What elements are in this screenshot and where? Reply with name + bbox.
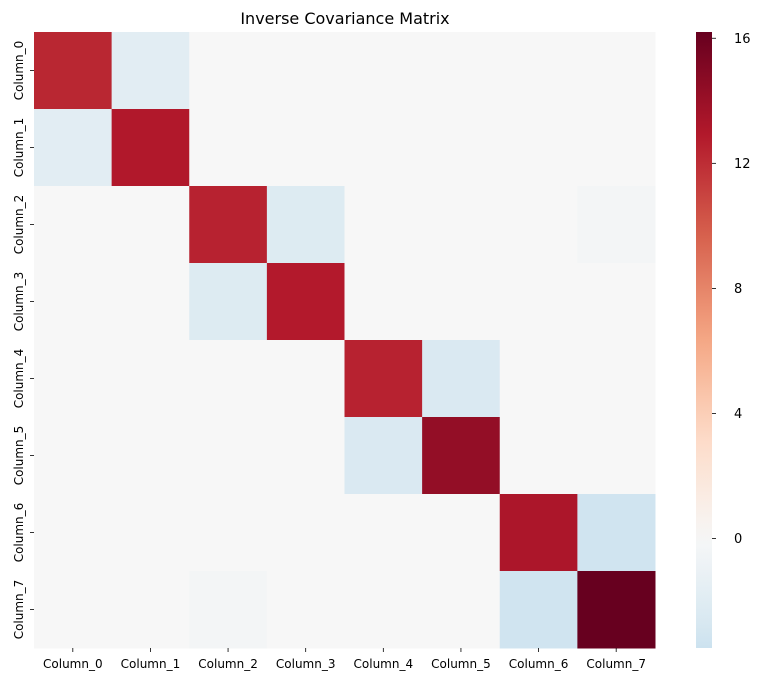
heatmap-cell bbox=[499, 571, 578, 649]
heatmap-cell bbox=[422, 494, 501, 572]
y-tick-label: Column_6 bbox=[12, 503, 26, 563]
heatmap-cell bbox=[344, 417, 423, 495]
heatmap-cell bbox=[344, 32, 423, 110]
colorbar-tick-label: 0 bbox=[734, 532, 742, 547]
heatmap-cell bbox=[499, 417, 578, 495]
heatmap-cell bbox=[34, 186, 113, 264]
heatmap-cell bbox=[344, 109, 423, 187]
heatmap-cell bbox=[111, 571, 190, 649]
y-tick-label: Column_5 bbox=[12, 426, 26, 486]
x-tick-label: Column_1 bbox=[121, 657, 181, 671]
x-axis-ticks: Column_0 Column_1 Column_2 Column_3 Column_4… bbox=[43, 648, 646, 671]
heatmap-cell bbox=[422, 417, 501, 495]
heatmap-cell bbox=[266, 186, 345, 264]
x-tick-label: Column_7 bbox=[586, 657, 646, 671]
heatmap-cell bbox=[189, 340, 268, 418]
y-tick-label: Column_3 bbox=[12, 272, 26, 332]
heatmap-cell bbox=[266, 32, 345, 110]
x-tick-label: Column_5 bbox=[431, 657, 491, 671]
chart-title: Inverse Covariance Matrix bbox=[240, 9, 449, 28]
colorbar-tick-label: 4 bbox=[734, 407, 742, 422]
heatmap-cell bbox=[189, 109, 268, 187]
heatmap-cell bbox=[499, 32, 578, 110]
heatmap-cell bbox=[577, 109, 656, 187]
heatmap-cell bbox=[344, 340, 423, 418]
heatmap-cell bbox=[344, 571, 423, 649]
heatmap-cell bbox=[344, 494, 423, 572]
heatmap-cell bbox=[189, 494, 268, 572]
heatmap-cell bbox=[111, 494, 190, 572]
heatmap-cell bbox=[422, 32, 501, 110]
heatmap-cell bbox=[266, 263, 345, 341]
heatmap-cell bbox=[577, 494, 656, 572]
heatmap-cell bbox=[266, 417, 345, 495]
x-tick-label: Column_6 bbox=[509, 657, 569, 671]
y-tick-label: Column_7 bbox=[12, 580, 26, 640]
heatmap-cell bbox=[34, 571, 113, 649]
x-tick-label: Column_2 bbox=[198, 657, 258, 671]
y-tick-label: Column_0 bbox=[12, 41, 26, 101]
colorbar bbox=[696, 32, 712, 648]
heatmap-cell bbox=[266, 109, 345, 187]
heatmap-cell bbox=[189, 417, 268, 495]
heatmap-cell bbox=[34, 109, 113, 187]
heatmap-cell bbox=[266, 571, 345, 649]
heatmap-cell bbox=[577, 186, 656, 264]
colorbar-ticks: 0 4 8 12 16 bbox=[712, 32, 751, 547]
heatmap-cell bbox=[422, 186, 501, 264]
heatmap-cell bbox=[422, 340, 501, 418]
x-tick-label: Column_3 bbox=[276, 657, 336, 671]
y-tick-label: Column_2 bbox=[12, 195, 26, 255]
heatmap-cell bbox=[111, 417, 190, 495]
heatmap-cell bbox=[34, 263, 113, 341]
heatmap-cell bbox=[34, 340, 113, 418]
heatmap-cell bbox=[189, 186, 268, 264]
heatmap-cell bbox=[577, 263, 656, 341]
y-tick-label: Column_4 bbox=[12, 349, 26, 409]
heatmap-cell bbox=[499, 340, 578, 418]
heatmap-cell bbox=[422, 263, 501, 341]
heatmap-cell bbox=[266, 494, 345, 572]
y-axis-ticks: Column_0 Column_1 Column_2 Column_3 Column_4… bbox=[12, 41, 34, 640]
heatmap-cell bbox=[344, 186, 423, 264]
x-tick-label: Column_4 bbox=[354, 657, 414, 671]
heatmap-cell bbox=[111, 186, 190, 264]
heatmap-cell bbox=[34, 32, 113, 110]
y-tick-label: Column_1 bbox=[12, 118, 26, 178]
heatmap-cell bbox=[34, 494, 113, 572]
heatmap-cell bbox=[111, 340, 190, 418]
heatmap-cell bbox=[577, 32, 656, 110]
heatmap-cell bbox=[111, 32, 190, 110]
heatmap-cell bbox=[499, 109, 578, 187]
heatmap-cell bbox=[499, 263, 578, 341]
heatmap-cell bbox=[189, 571, 268, 649]
colorbar-tick-label: 8 bbox=[734, 282, 742, 297]
colorbar-tick-label: 16 bbox=[734, 32, 751, 47]
heatmap-cell bbox=[111, 109, 190, 187]
colorbar-tick-label: 12 bbox=[734, 157, 751, 172]
heatmap-cell bbox=[577, 340, 656, 418]
heatmap-cell bbox=[422, 109, 501, 187]
heatmap-cell bbox=[189, 32, 268, 110]
x-tick-label: Column_0 bbox=[43, 657, 103, 671]
heatmap-cell bbox=[499, 494, 578, 572]
heatmap-cell bbox=[577, 417, 656, 495]
heatmap-cell bbox=[577, 571, 656, 649]
heatmap-cell bbox=[422, 571, 501, 649]
heatmap-cell bbox=[344, 263, 423, 341]
heatmap-cell bbox=[34, 417, 113, 495]
heatmap-cell bbox=[189, 263, 268, 341]
heatmap-cell bbox=[499, 186, 578, 264]
heatmap-cells bbox=[34, 32, 656, 649]
heatmap-cell bbox=[111, 263, 190, 341]
heatmap-cell bbox=[266, 340, 345, 418]
